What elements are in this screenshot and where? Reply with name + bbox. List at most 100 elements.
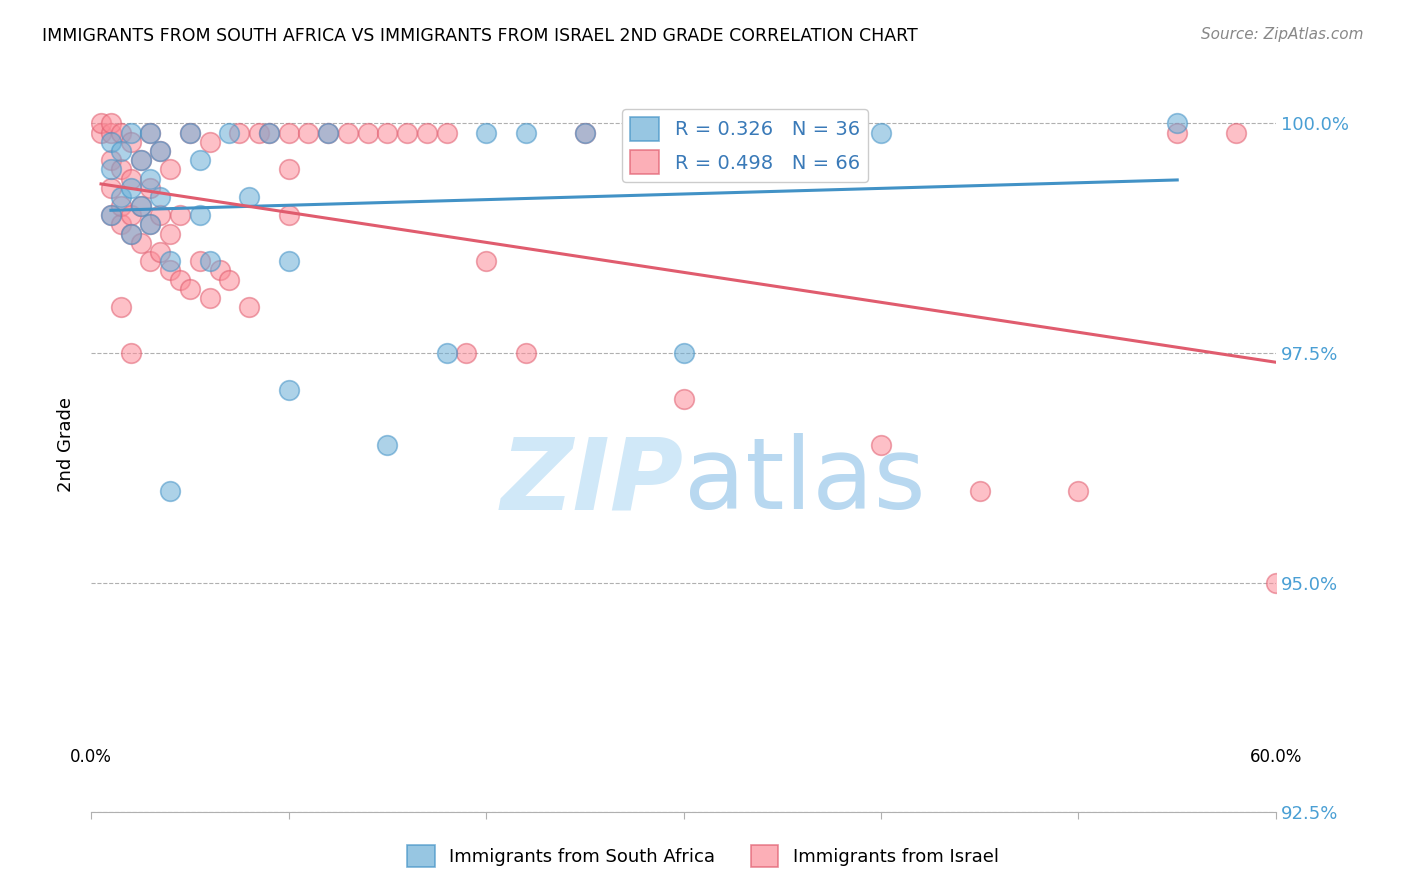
Point — [100, 208, 122, 222]
Point — [1265, 575, 1288, 590]
Y-axis label: 2nd Grade: 2nd Grade — [58, 398, 75, 492]
Point — [100, 162, 122, 177]
Point — [120, 208, 142, 222]
Point — [129, 153, 152, 168]
Point — [208, 263, 231, 277]
Point — [198, 254, 221, 268]
Point — [228, 126, 250, 140]
Point — [238, 300, 260, 314]
Point — [129, 199, 152, 213]
Point — [1166, 126, 1188, 140]
Point — [159, 254, 181, 268]
Point — [149, 190, 172, 204]
Point — [377, 438, 399, 452]
Point — [139, 180, 162, 194]
Point — [149, 144, 172, 158]
Point — [110, 162, 132, 177]
Point — [139, 254, 162, 268]
Point — [149, 144, 172, 158]
Point — [356, 126, 378, 140]
Point — [475, 254, 498, 268]
Point — [336, 126, 359, 140]
Point — [574, 126, 596, 140]
Point — [100, 126, 122, 140]
Point — [100, 180, 122, 194]
Point — [179, 126, 201, 140]
Point — [90, 116, 112, 130]
Legend: R = 0.326   N = 36, R = 0.498   N = 66: R = 0.326 N = 36, R = 0.498 N = 66 — [623, 109, 868, 182]
Point — [100, 116, 122, 130]
Point — [436, 126, 458, 140]
Point — [139, 126, 162, 140]
Point — [120, 346, 142, 360]
Point — [672, 392, 695, 406]
Point — [179, 126, 201, 140]
Point — [574, 126, 596, 140]
Point — [633, 126, 655, 140]
Point — [188, 208, 211, 222]
Text: 60.0%: 60.0% — [1250, 748, 1302, 766]
Point — [316, 126, 339, 140]
Point — [120, 227, 142, 241]
Point — [277, 162, 299, 177]
Point — [129, 153, 152, 168]
Point — [179, 282, 201, 296]
Point — [120, 171, 142, 186]
Point — [110, 144, 132, 158]
Point — [277, 254, 299, 268]
Point — [247, 126, 270, 140]
Point — [159, 263, 181, 277]
Point — [218, 126, 240, 140]
Point — [1225, 126, 1247, 140]
Legend: Immigrants from South Africa, Immigrants from Israel: Immigrants from South Africa, Immigrants… — [401, 838, 1005, 874]
Point — [149, 208, 172, 222]
Point — [1067, 483, 1090, 498]
Point — [139, 126, 162, 140]
Text: atlas: atlas — [683, 434, 925, 530]
Point — [198, 291, 221, 305]
Point — [120, 227, 142, 241]
Point — [257, 126, 280, 140]
Point — [257, 126, 280, 140]
Point — [169, 272, 191, 286]
Text: Source: ZipAtlas.com: Source: ZipAtlas.com — [1201, 27, 1364, 42]
Point — [110, 199, 132, 213]
Point — [277, 126, 299, 140]
Point — [90, 126, 112, 140]
Point — [129, 235, 152, 250]
Point — [169, 208, 191, 222]
Point — [198, 135, 221, 149]
Point — [870, 438, 893, 452]
Point — [129, 199, 152, 213]
Text: 0.0%: 0.0% — [70, 748, 112, 766]
Point — [515, 346, 537, 360]
Point — [149, 245, 172, 260]
Point — [238, 190, 260, 204]
Point — [139, 218, 162, 232]
Point — [159, 227, 181, 241]
Point — [120, 135, 142, 149]
Point — [770, 126, 793, 140]
Point — [515, 126, 537, 140]
Point — [969, 483, 991, 498]
Point — [416, 126, 439, 140]
Point — [297, 126, 319, 140]
Point — [672, 346, 695, 360]
Point — [316, 126, 339, 140]
Point — [277, 383, 299, 397]
Point — [870, 126, 893, 140]
Point — [110, 218, 132, 232]
Point — [1166, 116, 1188, 130]
Point — [396, 126, 419, 140]
Point — [218, 272, 240, 286]
Point — [188, 153, 211, 168]
Point — [159, 483, 181, 498]
Point — [139, 171, 162, 186]
Point — [100, 208, 122, 222]
Point — [188, 254, 211, 268]
Point — [456, 346, 478, 360]
Text: IMMIGRANTS FROM SOUTH AFRICA VS IMMIGRANTS FROM ISRAEL 2ND GRADE CORRELATION CHA: IMMIGRANTS FROM SOUTH AFRICA VS IMMIGRAN… — [42, 27, 918, 45]
Point — [120, 180, 142, 194]
Text: ZIP: ZIP — [501, 434, 683, 530]
Point — [377, 126, 399, 140]
